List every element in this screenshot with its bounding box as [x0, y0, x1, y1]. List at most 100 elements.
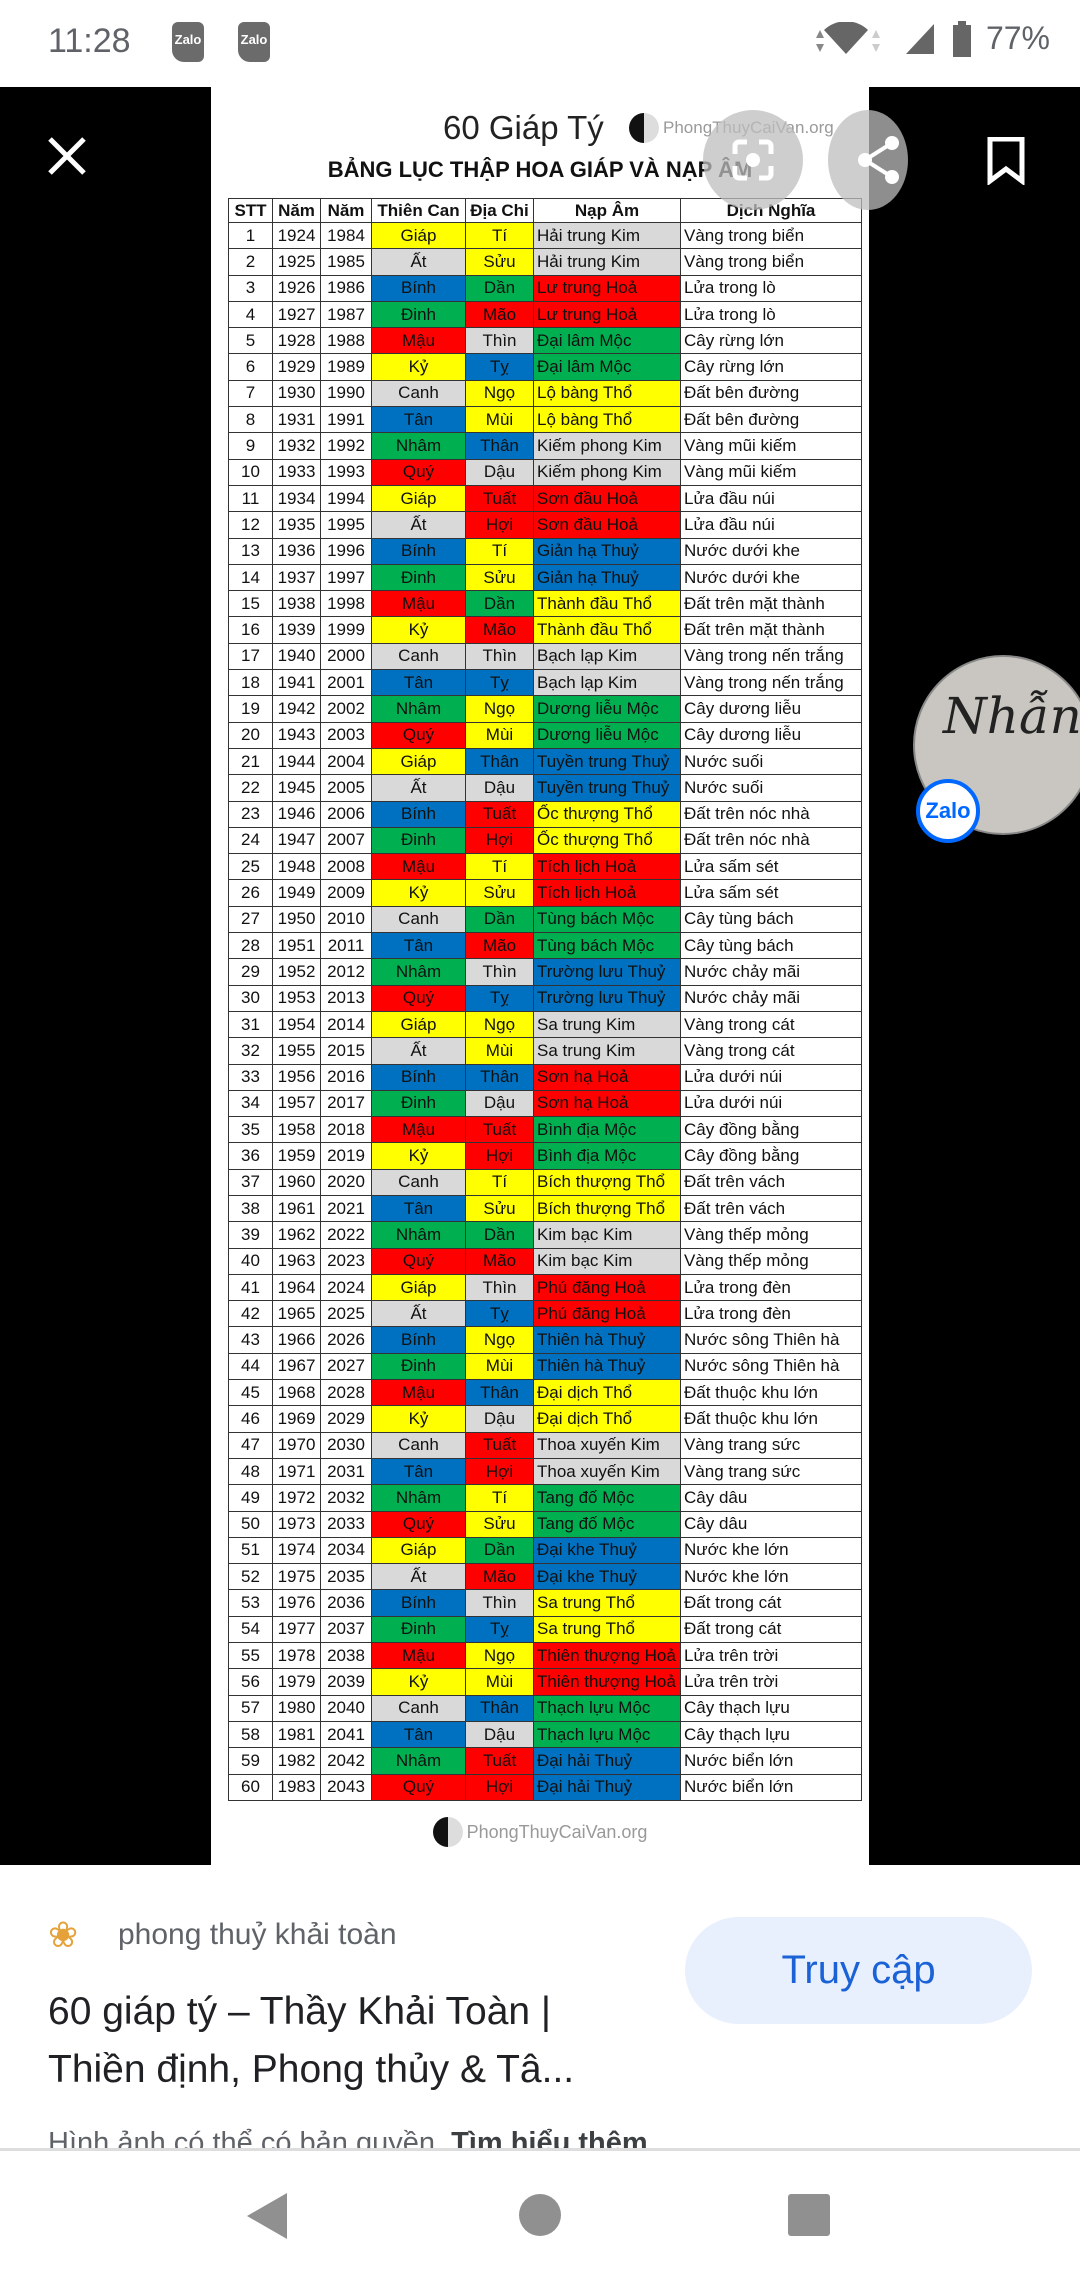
thien-can-cell: Quý [371, 984, 466, 1012]
year-cell: 2012 [320, 958, 372, 986]
dich-nghia-cell: Đất trên nóc nhà [680, 826, 862, 855]
nap-am-cell: Trường lưu Thuỷ [533, 958, 681, 986]
thien-can-cell: Bính [371, 800, 466, 828]
table-row: 50 1973 2033 Quý Sửu Tang đố Mộc Cây dâu [228, 1510, 862, 1538]
result-title[interactable]: 60 giáp tý – Thầy Khải Toàn | Thiền định… [48, 1990, 575, 2091]
year-cell: 2000 [320, 642, 372, 671]
dia-chi-cell: Mùi [465, 1037, 534, 1065]
thien-can-cell: Quý [371, 1510, 466, 1538]
year-cell: 1999 [320, 616, 372, 644]
table-row: 60 1983 2043 Quý Hợi Đại hải Thuỷ Nước biển lớ… [228, 1773, 862, 1801]
stt-cell: 37 [228, 1168, 273, 1196]
stt-cell: 33 [228, 1063, 273, 1091]
table-row: 8 1931 1991 Tân Mùi Lộ bàng Thổ Đất bên đường [228, 406, 862, 434]
stt-cell: 13 [228, 537, 273, 565]
table-row: 40 1963 2023 Quý Mão Kim bạc Kim Vàng thếp mỏn… [228, 1247, 862, 1275]
year-cell: 2040 [320, 1694, 372, 1722]
source-name: phong thuỷ khải toàn [118, 1918, 397, 1951]
clock: 11:28 [48, 22, 131, 60]
dich-nghia-cell: Nước dưới khe [680, 537, 862, 565]
year-cell: 1993 [320, 458, 372, 486]
dich-nghia-cell: Đất trong cát [680, 1589, 862, 1617]
image-info-sheet: ❀ phong thuỷ khải toàn 60 giáp tý – Thầy … [0, 1865, 1080, 2148]
thien-can-cell: Kỷ [371, 1668, 466, 1696]
thien-can-cell: Nhâm [371, 695, 466, 723]
year-cell: 2034 [320, 1536, 372, 1565]
dia-chi-cell: Thìn [465, 327, 534, 355]
image-viewer: 60 Giáp Tý PhongThuyCaiVan.org BẢNG LỤC … [0, 87, 1080, 1865]
viewed-image[interactable]: 60 Giáp Tý PhongThuyCaiVan.org BẢNG LỤC … [211, 87, 869, 1865]
visit-button[interactable]: Truy cập [685, 1917, 1032, 2024]
back-icon[interactable] [245, 2191, 289, 2241]
bookmark-button[interactable] [986, 136, 1026, 190]
learn-more-link[interactable]: Tìm hiểu thêm [451, 2127, 648, 2148]
dia-chi-cell: Tí [465, 537, 534, 565]
recents-icon[interactable] [787, 2193, 831, 2237]
battery-icon [952, 20, 971, 57]
stt-cell: 60 [228, 1773, 273, 1801]
table-row: 4 1927 1987 Đinh Mão Lư trung Hoả Lửa trong lò [228, 300, 862, 329]
calligraphy-avatar: Nhẫn [943, 687, 1080, 745]
stt-cell: 25 [228, 853, 273, 881]
table-row: 39 1962 2022 Nhâm Dần Kim bạc Kim Vàng thếp mỏ… [228, 1221, 862, 1249]
dich-nghia-cell: Cây đồng bằng [680, 1116, 862, 1144]
stt-cell: 2 [228, 248, 273, 276]
dich-nghia-cell: Lửa trong đèn [680, 1300, 862, 1328]
year-cell: 1981 [272, 1720, 321, 1749]
dich-nghia-cell: Nước chảy mãi [680, 984, 862, 1012]
dia-chi-cell: Tí [465, 1168, 534, 1196]
year-cell: 1978 [272, 1642, 321, 1670]
table-row: 41 1964 2024 Giáp Thìn Phú đăng Hoả Lửa trong … [228, 1273, 862, 1302]
table-row: 53 1976 2036 Bính Thìn Sa trung Thổ Đất trong … [228, 1589, 862, 1617]
signal-icon [905, 23, 934, 54]
thien-can-cell: Tân [371, 1720, 466, 1749]
stt-cell: 54 [228, 1615, 273, 1644]
year-cell: 1973 [272, 1510, 321, 1538]
year-cell: 1952 [272, 958, 321, 986]
thien-can-cell: Tân [371, 1194, 466, 1223]
share-button[interactable] [856, 135, 902, 190]
year-cell: 1959 [272, 1142, 321, 1170]
lens-button[interactable] [703, 110, 803, 210]
dich-nghia-cell: Cây tùng bách [680, 905, 862, 934]
thien-can-cell: Kỷ [371, 1405, 466, 1433]
thien-can-cell: Nhâm [371, 1484, 466, 1512]
nap-am-cell: Bích thượng Thổ [533, 1168, 681, 1196]
image-title: 60 Giáp Tý [443, 109, 604, 146]
table-row: 16 1939 1999 Kỷ Mão Thành đầu Thổ Đất trên mặt… [228, 616, 862, 644]
thien-can-cell: Đinh [371, 563, 466, 592]
year-cell: 1997 [320, 563, 372, 592]
year-cell: 2030 [320, 1431, 372, 1459]
table-row: 59 1982 2042 Nhâm Tuất Đại hải Thuỷ Nước biển … [228, 1747, 862, 1775]
nap-am-cell: Phú đăng Hoả [533, 1273, 681, 1302]
zalo-notification-icon: Zalo [172, 22, 204, 62]
home-icon[interactable] [518, 2193, 562, 2237]
thien-can-cell: Canh [371, 1431, 466, 1459]
year-cell: 2029 [320, 1405, 372, 1433]
close-button[interactable] [46, 135, 88, 182]
dich-nghia-cell: Nước sông Thiên hà [680, 1326, 862, 1354]
year-cell: 1955 [272, 1037, 321, 1065]
nap-am-cell: Thạch lựu Mộc [533, 1694, 681, 1722]
year-cell: 1960 [272, 1168, 321, 1196]
year-cell: 2008 [320, 853, 372, 881]
stt-cell: 15 [228, 590, 273, 618]
dia-chi-cell: Tí [465, 221, 534, 250]
table-row: 17 1940 2000 Canh Thìn Bạch lạp Kim Vàng trong… [228, 642, 862, 671]
year-cell: 2005 [320, 774, 372, 802]
stt-cell: 58 [228, 1720, 273, 1749]
nap-am-cell: Thiên hà Thuỷ [533, 1352, 681, 1381]
nap-am-cell: Sa trung Thổ [533, 1589, 681, 1617]
year-cell: 1958 [272, 1116, 321, 1144]
source-link[interactable]: ❀ phong thuỷ khải toàn [48, 1915, 397, 1955]
dich-nghia-cell: Lửa trên trời [680, 1668, 862, 1696]
dia-chi-cell: Ngọ [465, 1642, 534, 1670]
thien-can-cell: Nhâm [371, 432, 466, 460]
dich-nghia-cell: Đất trên mặt thành [680, 590, 862, 618]
year-cell: 1961 [272, 1194, 321, 1223]
stt-cell: 52 [228, 1563, 273, 1591]
thien-can-cell: Tân [371, 932, 466, 960]
stt-cell: 3 [228, 274, 273, 302]
dich-nghia-cell: Nước dưới khe [680, 563, 862, 592]
year-cell: 1933 [272, 458, 321, 486]
